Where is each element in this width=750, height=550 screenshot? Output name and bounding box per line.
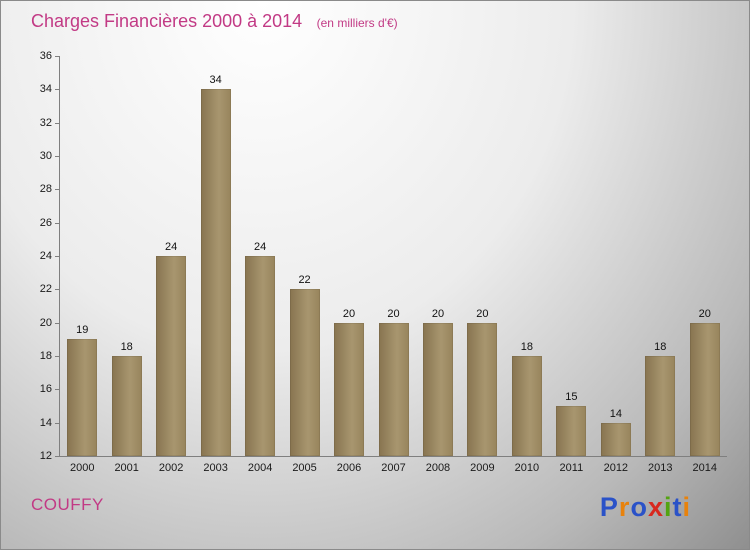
commune-name: COUFFY <box>31 495 104 514</box>
bar-value-label: 18 <box>120 341 133 353</box>
bar-value-label: 20 <box>342 307 356 320</box>
logo-letter: x <box>647 492 664 522</box>
bar-value-label: 22 <box>298 274 311 287</box>
y-axis-tick-mark <box>55 356 60 357</box>
x-axis-tick-label: 2001 <box>114 462 139 474</box>
chart-title: Charges Financières 2000 à 2014 <box>31 11 303 31</box>
bar-2007 <box>378 322 409 456</box>
x-axis-tick-label: 2004 <box>247 462 273 474</box>
y-axis-tick-mark <box>55 156 60 157</box>
bar-2009 <box>467 322 498 456</box>
bar-2010 <box>511 356 542 456</box>
bar-value-label: 34 <box>209 74 222 87</box>
x-axis-tick-label: 2000 <box>69 462 95 474</box>
x-axis-tick-label: 2005 <box>292 462 317 474</box>
bar-value-label: 24 <box>253 241 267 253</box>
bar-value-label: 20 <box>476 307 489 320</box>
bar-2012 <box>600 422 631 456</box>
y-axis-tick-mark <box>55 122 60 124</box>
y-axis-tick-label: 28 <box>39 183 52 196</box>
y-axis-tick-label: 36 <box>39 50 52 62</box>
bar-2000 <box>67 339 98 456</box>
bar-2003 <box>200 89 231 456</box>
y-axis-tick-label: 20 <box>39 316 52 329</box>
y-axis-tick-mark <box>55 389 60 391</box>
y-axis-tick-mark <box>55 256 60 257</box>
y-axis-tick-label: 32 <box>39 116 52 129</box>
y-axis-tick-mark <box>55 222 60 224</box>
y-axis-tick-mark <box>55 189 60 191</box>
y-axis-tick-label: 16 <box>39 383 52 396</box>
y-axis-tick-label: 24 <box>39 250 52 262</box>
bar-value-label: 24 <box>165 241 178 253</box>
chart-header: Charges Financières 2000 à 2014 (en mill… <box>31 11 398 32</box>
chart-subtitle: (en milliers d'€) <box>316 16 398 30</box>
x-axis-tick-label: 2014 <box>692 462 717 474</box>
logo-letter: t <box>672 492 683 522</box>
y-axis-tick-label: 22 <box>39 283 52 296</box>
x-axis-tick-label: 2006 <box>336 462 362 474</box>
y-axis-tick-label: 30 <box>39 150 52 162</box>
y-axis-tick-label: 18 <box>39 350 52 362</box>
y-axis-tick-mark <box>55 56 60 57</box>
y-axis-tick-label: 12 <box>39 450 52 462</box>
logo-letter: o <box>630 492 648 522</box>
bar-value-label: 19 <box>76 324 89 337</box>
x-axis-tick-label: 2013 <box>648 462 673 474</box>
bar-2001 <box>111 356 142 456</box>
bar-value-label: 20 <box>431 307 445 320</box>
logo-letter: r <box>618 492 631 522</box>
bar-2006 <box>334 322 365 456</box>
proxiti-logo: Proxiti <box>600 492 691 523</box>
bar-2011 <box>556 406 587 456</box>
y-axis-tick-mark <box>55 322 60 324</box>
bar-value-label: 15 <box>565 391 578 403</box>
x-axis-tick-label: 2009 <box>470 462 495 474</box>
bar-2004 <box>245 256 276 456</box>
y-axis-tick-mark <box>55 289 60 291</box>
x-axis-tick-label: 2003 <box>203 462 228 474</box>
x-axis-tick-label: 2012 <box>603 462 629 474</box>
x-axis-tick-label: 2008 <box>425 462 451 474</box>
logo-letter: i <box>682 492 691 522</box>
bar-value-label: 20 <box>698 307 711 320</box>
logo-letter: i <box>663 492 673 522</box>
bar-value-label: 18 <box>654 341 667 353</box>
bar-2014 <box>689 322 720 456</box>
bar-2008 <box>422 322 453 456</box>
x-axis-tick-label: 2007 <box>381 462 406 474</box>
bar-value-label: 14 <box>609 407 622 420</box>
y-axis-tick-mark <box>55 422 60 424</box>
bar-value-label: 18 <box>520 341 534 353</box>
y-axis-tick-label: 14 <box>39 416 52 429</box>
y-axis-tick-label: 34 <box>39 83 52 96</box>
bar-2002 <box>156 256 187 456</box>
plot-area: 12 14 16 18 20 22 24 26 28 30 32 34 36 19 2000 18 2001 24… <box>40 50 727 474</box>
bar-value-label: 20 <box>387 307 400 320</box>
x-axis-tick-label: 2002 <box>158 462 184 474</box>
x-axis-tick-label: 2010 <box>514 462 540 474</box>
y-axis-tick-mark <box>55 456 60 457</box>
bar-2005 <box>289 289 320 456</box>
y-axis-tick-mark <box>55 89 60 91</box>
logo-letter: P <box>599 492 619 522</box>
y-axis-tick-label: 26 <box>39 216 52 229</box>
x-axis-tick-label: 2011 <box>559 462 584 474</box>
bar-2013 <box>645 356 676 456</box>
